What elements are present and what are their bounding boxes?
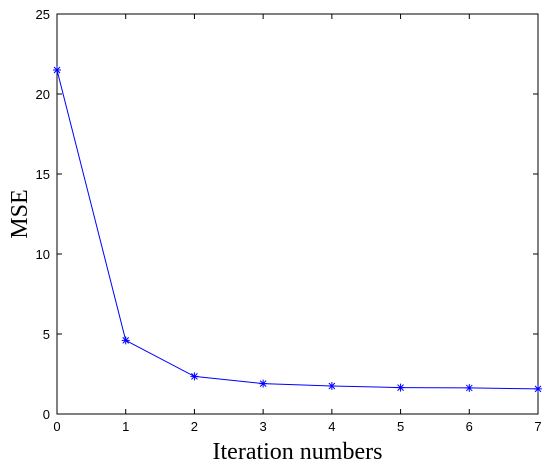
x-axis: 0 1 2 3 4 5 6 7: [53, 14, 542, 434]
series-line: [56, 69, 539, 390]
x-axis-label: Iteration numbers: [213, 439, 383, 465]
data-point-marker: [190, 372, 199, 381]
y-tick-label: 10: [36, 247, 50, 262]
y-tick-label: 5: [43, 327, 50, 342]
plot-area: [56, 13, 539, 415]
y-tick-label: 20: [36, 87, 50, 102]
x-tick-label: 4: [328, 419, 335, 434]
y-tick-label: 25: [36, 7, 50, 22]
x-tick-label: 7: [534, 419, 541, 434]
x-tick-label: 2: [191, 419, 198, 434]
series-layer: [53, 66, 542, 393]
y-axis: 0 5 10 15 20 25: [36, 7, 538, 422]
y-axis-label: MSE: [7, 189, 33, 238]
data-point-marker: [465, 383, 474, 392]
y-tick-label: 15: [36, 167, 50, 182]
y-tick-label: 0: [43, 407, 50, 422]
data-point-marker: [53, 66, 61, 74]
data-point-marker: [327, 382, 336, 390]
data-point-marker: [121, 336, 130, 345]
x-tick-label: 5: [397, 419, 404, 434]
x-tick-label: 6: [466, 419, 473, 434]
x-tick-label: 0: [53, 419, 60, 434]
data-point-marker: [396, 383, 405, 392]
data-point-marker: [534, 384, 542, 393]
data-point-marker: [259, 379, 268, 388]
x-tick-label: 1: [122, 419, 129, 434]
x-tick-label: 3: [260, 419, 267, 434]
